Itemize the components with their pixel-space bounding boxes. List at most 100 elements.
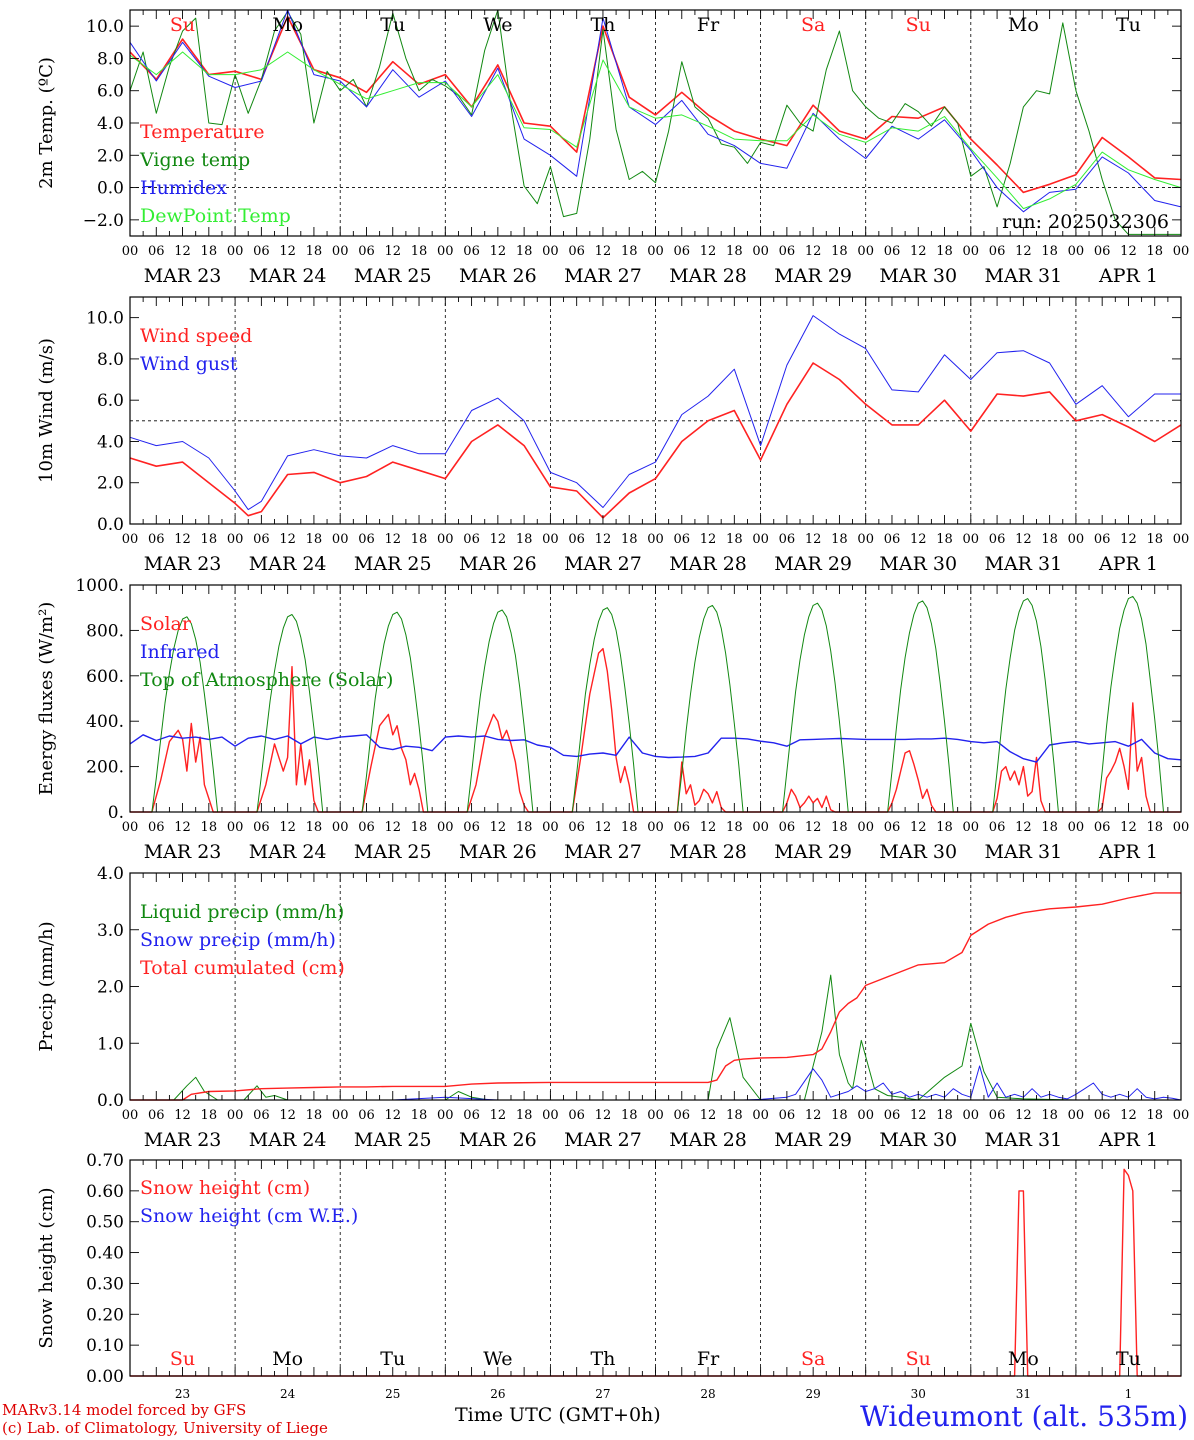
date-label: MAR 29 <box>774 1129 852 1151</box>
date-label: MAR 30 <box>879 265 957 287</box>
hour-tick-label: 12 <box>174 820 191 835</box>
hour-tick-label: 00 <box>437 532 454 547</box>
legend-entry: Liquid precip (mm/h) <box>140 901 344 923</box>
hour-tick-label: 18 <box>936 1108 953 1123</box>
date-label: MAR 24 <box>249 841 327 863</box>
weekday-label: Mo <box>1008 1348 1039 1370</box>
station-name: Wideumont (alt. 535m) <box>860 1400 1188 1433</box>
hour-tick-label: 06 <box>989 244 1006 259</box>
hour-tick-label: 12 <box>1015 532 1032 547</box>
series-line <box>129 51 1182 210</box>
y-tick-label: 1.0 <box>97 1034 124 1054</box>
hour-tick-label: 06 <box>568 244 585 259</box>
hour-tick-label: 00 <box>1068 820 1085 835</box>
hour-tick-label: 06 <box>358 1108 375 1123</box>
hour-tick-label: 06 <box>358 820 375 835</box>
legend-entry: Solar <box>140 613 192 635</box>
weekday-label: Mo <box>272 1348 303 1370</box>
hour-tick-label: 00 <box>1173 820 1190 835</box>
weekday-label: We <box>483 14 512 36</box>
y-tick-label: 8.0 <box>97 350 124 370</box>
hour-tick-label: 06 <box>253 820 270 835</box>
date-label: MAR 27 <box>564 553 642 575</box>
hour-tick-label: 18 <box>831 1108 848 1123</box>
hour-tick-label: 12 <box>910 532 927 547</box>
date-label: MAR 31 <box>984 841 1062 863</box>
hour-tick-label: 06 <box>463 244 480 259</box>
hour-tick-label: 00 <box>1173 1108 1190 1123</box>
hour-tick-label: 00 <box>332 1108 349 1123</box>
hour-tick-label: 12 <box>805 820 822 835</box>
y-tick-label: 0.60 <box>86 1182 124 1202</box>
hour-tick-label: 12 <box>174 244 191 259</box>
hour-tick-label: 06 <box>463 1108 480 1123</box>
hour-tick-label: 00 <box>227 820 244 835</box>
day-number-label: 27 <box>595 1387 610 1401</box>
legend-entry: Temperature <box>140 121 264 143</box>
date-label: MAR 26 <box>459 553 537 575</box>
hour-tick-label: 18 <box>516 532 533 547</box>
hour-tick-label: 00 <box>1173 532 1190 547</box>
y-tick-label: 0.30 <box>86 1274 124 1294</box>
y-tick-label: 0.0 <box>97 179 124 199</box>
hour-tick-label: 00 <box>752 1108 769 1123</box>
hour-tick-label: 00 <box>1068 244 1085 259</box>
hour-tick-label: 06 <box>884 244 901 259</box>
weekday-label: Su <box>906 14 931 36</box>
day-number-label: 23 <box>175 1387 190 1401</box>
legend-entry: Snow height (cm) <box>140 1177 310 1199</box>
hour-tick-label: 18 <box>306 1108 323 1123</box>
date-label: MAR 31 <box>984 265 1062 287</box>
hour-tick-label: 18 <box>621 532 638 547</box>
series-line <box>130 892 1181 1101</box>
lab-credit: (c) Lab. of Climatology, University of L… <box>2 1419 328 1437</box>
series-line <box>129 362 1182 519</box>
date-label: MAR 24 <box>249 265 327 287</box>
hour-tick-label: 00 <box>857 820 874 835</box>
hour-tick-label: 12 <box>595 820 612 835</box>
model-credit: MARv3.14 model forced by GFS <box>2 1401 247 1419</box>
hour-tick-label: 18 <box>726 244 743 259</box>
run-label: run: 2025032306 <box>1002 211 1169 233</box>
hour-tick-label: 00 <box>1173 244 1190 259</box>
hour-tick-label: 00 <box>857 532 874 547</box>
hour-tick-label: 18 <box>201 1108 218 1123</box>
hour-tick-label: 12 <box>279 244 296 259</box>
date-label: MAR 24 <box>249 1129 327 1151</box>
y-tick-label: 4.0 <box>97 114 124 134</box>
hour-tick-label: 18 <box>1041 244 1058 259</box>
day-number-label: 31 <box>1016 1387 1031 1401</box>
weekday-label: Su <box>170 14 195 36</box>
series-line <box>129 9 1182 213</box>
hour-tick-label: 00 <box>647 1108 664 1123</box>
hour-tick-label: 12 <box>595 1108 612 1123</box>
y-tick-label: 2.0 <box>97 474 124 494</box>
hour-tick-label: 06 <box>779 820 796 835</box>
hour-tick-label: 12 <box>384 532 401 547</box>
series-line <box>129 734 1182 763</box>
date-label: MAR 23 <box>144 265 222 287</box>
date-label: APR 1 <box>1098 265 1158 287</box>
date-label: MAR 28 <box>669 1129 747 1151</box>
date-label: APR 1 <box>1098 553 1158 575</box>
hour-tick-label: 00 <box>542 820 559 835</box>
hour-tick-label: 18 <box>621 820 638 835</box>
hour-tick-label: 06 <box>779 244 796 259</box>
hour-tick-label: 18 <box>1146 532 1163 547</box>
y-tick-label: 0.00 <box>86 1367 124 1387</box>
temp-panel: −2.0 0.0 2.0 4.0 6.0 8.0 10.0 2m Temp. (ºC) 00 06… <box>36 9 1190 287</box>
day-number-label: 26 <box>490 1387 505 1401</box>
hour-tick-label: 12 <box>910 244 927 259</box>
date-label: MAR 29 <box>774 841 852 863</box>
y-tick-label: 400. <box>86 712 124 732</box>
hour-tick-label: 12 <box>1120 244 1137 259</box>
day-number-label: 1 <box>1125 1387 1133 1401</box>
day-number-label: 24 <box>280 1387 296 1401</box>
y-axis-title: Snow height (cm) <box>36 1187 57 1348</box>
hour-tick-label: 06 <box>989 532 1006 547</box>
y-tick-label: 0.0 <box>97 1091 124 1111</box>
weekday-label: Th <box>590 1348 615 1370</box>
weekday-label: We <box>483 1348 512 1370</box>
hour-tick-label: 12 <box>805 1108 822 1123</box>
